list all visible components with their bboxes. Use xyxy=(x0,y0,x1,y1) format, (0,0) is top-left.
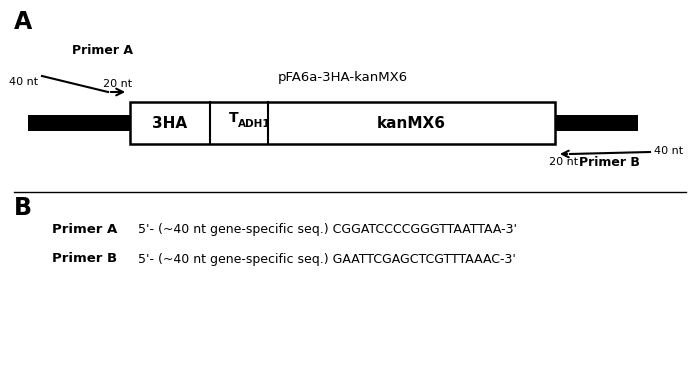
Text: Primer A: Primer A xyxy=(72,44,133,57)
Text: 40 nt: 40 nt xyxy=(9,77,38,87)
Text: B: B xyxy=(14,196,32,220)
Text: ADH1: ADH1 xyxy=(238,119,271,129)
Text: Primer B: Primer B xyxy=(52,252,117,265)
Text: Primer B: Primer B xyxy=(579,156,640,169)
Text: 40 nt: 40 nt xyxy=(654,146,683,156)
Text: 5'- (~40 nt gene-specific seq.) GAATTCGAGCTCGTTTAAAC-3': 5'- (~40 nt gene-specific seq.) GAATTCGA… xyxy=(138,252,516,265)
Text: 20 nt: 20 nt xyxy=(104,79,132,89)
Text: 20 nt: 20 nt xyxy=(549,157,578,167)
Bar xyxy=(130,102,555,144)
Text: T: T xyxy=(229,111,239,125)
Bar xyxy=(555,115,638,131)
Text: 3HA: 3HA xyxy=(153,116,188,131)
Text: Primer A: Primer A xyxy=(52,223,118,236)
Bar xyxy=(28,115,130,131)
Text: A: A xyxy=(14,10,32,34)
Text: 5'- (~40 nt gene-specific seq.) CGGATCCCCGGGTTAATTAA-3': 5'- (~40 nt gene-specific seq.) CGGATCCC… xyxy=(138,223,517,236)
Text: pFA6a-3HA-kanMX6: pFA6a-3HA-kanMX6 xyxy=(277,71,407,84)
Text: kanMX6: kanMX6 xyxy=(377,116,446,131)
